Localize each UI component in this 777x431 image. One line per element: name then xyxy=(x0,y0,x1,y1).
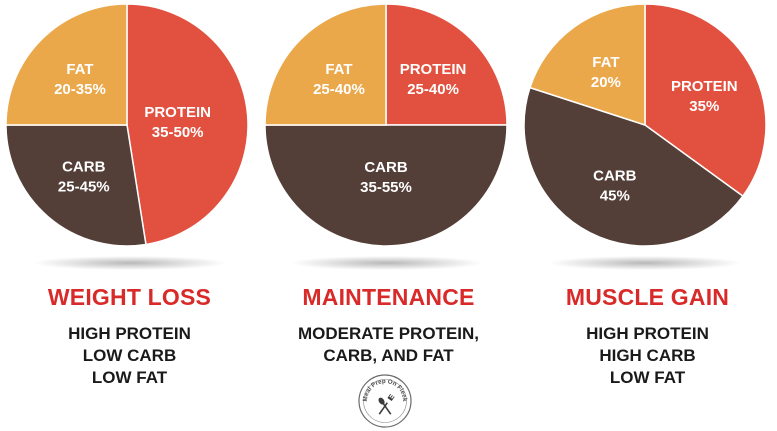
slice-value-protein: 35% xyxy=(689,98,719,115)
slice-value-carb: 45% xyxy=(600,187,630,204)
chart-title-maintenance: MAINTENANCE xyxy=(302,284,475,310)
chart-title-weight-loss: WEIGHT LOSS xyxy=(47,284,212,310)
description-line: HIGH PROTEIN xyxy=(68,324,191,343)
description-line: LOW FAT xyxy=(91,368,168,387)
pie-slice-carb xyxy=(264,124,508,247)
slice-value-fat: 20-35% xyxy=(54,81,106,98)
slice-label-protein: PROTEIN xyxy=(144,104,211,121)
pie-slice-protein xyxy=(385,3,508,126)
description-line: LOW FAT xyxy=(609,368,686,387)
description-line: LOW CARB xyxy=(82,346,177,365)
pie-charts: PROTEIN 35-50% CARB 25-45% FAT 20-35% PROTEIN 2… xyxy=(5,3,767,247)
pie-chart-3: PROTEIN 35% CARB 45% FAT 20% xyxy=(523,3,767,247)
description-line: MODERATE PROTEIN, xyxy=(297,324,480,343)
pie-slice-fat xyxy=(264,3,387,126)
pie-shadow-3 xyxy=(550,256,740,270)
slice-label-protein: PROTEIN xyxy=(400,61,467,78)
pie-shadow-2 xyxy=(292,256,482,270)
slice-label-fat: FAT xyxy=(66,61,93,78)
slice-label-protein: PROTEIN xyxy=(671,78,738,95)
slice-value-carb: 35-55% xyxy=(360,179,412,196)
slice-value-fat: 25-40% xyxy=(313,81,365,98)
description-line: HIGH CARB xyxy=(599,346,696,365)
pie-slice-protein xyxy=(644,3,767,198)
pie-slice-fat xyxy=(528,3,646,127)
description-weight-loss: HIGH PROTEIN LOW CARB LOW FAT xyxy=(0,323,259,389)
pie-slice-carb xyxy=(523,86,744,247)
slice-value-carb: 25-45% xyxy=(58,179,110,196)
description-line: HIGH PROTEIN xyxy=(586,324,709,343)
pie-slice-carb xyxy=(5,124,147,247)
brand-logo: Meal Prep On Fleek xyxy=(358,374,412,428)
slice-label-carb: CARB xyxy=(62,159,105,176)
pie-chart-2: PROTEIN 25-40% CARB 35-55% FAT 25-40% xyxy=(264,3,508,247)
pie-slice-protein xyxy=(126,3,249,246)
slice-label-fat: FAT xyxy=(592,54,619,71)
fork-and-spoon-icon xyxy=(378,393,395,415)
description-muscle-gain: HIGH PROTEIN HIGH CARB LOW FAT xyxy=(518,323,777,389)
description-line: CARB, AND FAT xyxy=(323,346,454,365)
pie-shadow-1 xyxy=(35,256,225,270)
description-maintenance: MODERATE PROTEIN, CARB, AND FAT xyxy=(259,323,518,367)
slice-label-carb: CARB xyxy=(364,159,407,176)
chart-title-muscle-gain: MUSCLE GAIN xyxy=(565,284,730,310)
slice-value-fat: 20% xyxy=(591,74,621,91)
slice-label-carb: CARB xyxy=(593,167,636,184)
slice-label-fat: FAT xyxy=(325,61,352,78)
slice-value-protein: 25-40% xyxy=(407,81,459,98)
slice-value-protein: 35-50% xyxy=(152,124,204,141)
pie-chart-1: PROTEIN 35-50% CARB 25-45% FAT 20-35% xyxy=(5,3,249,247)
pie-slice-fat xyxy=(5,3,128,126)
